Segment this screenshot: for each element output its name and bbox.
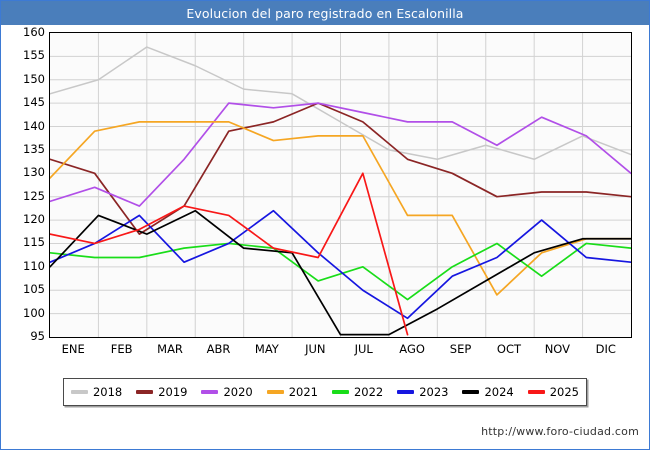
source-url: http://www.foro-ciudad.com <box>481 425 639 438</box>
series-line-2022 <box>50 242 631 301</box>
series-line-2019 <box>50 102 631 235</box>
legend-item-2020[interactable]: 2020 <box>201 385 253 399</box>
x-tick-label: AGO <box>399 342 425 356</box>
x-tick-label: ENE <box>61 342 85 356</box>
legend-label: 2021 <box>288 385 319 399</box>
y-tick-label: 145 <box>23 95 45 110</box>
y-tick-label: 150 <box>23 71 45 86</box>
series-line-2025 <box>50 172 409 336</box>
y-tick-label: 110 <box>23 258 45 273</box>
legend-swatch-icon <box>462 390 480 394</box>
legend-label: 2025 <box>549 385 580 399</box>
legend-swatch-icon <box>527 390 545 394</box>
y-tick-label: 95 <box>30 329 45 343</box>
x-tick-label: JUL <box>354 342 373 356</box>
y-tick-label: 100 <box>23 305 45 320</box>
legend-item-2019[interactable]: 2019 <box>136 385 188 399</box>
series-line-2021 <box>50 121 631 296</box>
x-tick-label: MAY <box>254 342 279 356</box>
y-tick-label: 125 <box>23 188 45 203</box>
y-tick-label: 120 <box>23 212 45 227</box>
series-line-2023 <box>50 209 631 320</box>
x-tick-label: MAR <box>157 342 183 356</box>
legend-item-2025[interactable]: 2025 <box>527 385 580 399</box>
legend-label: 2019 <box>158 385 188 399</box>
series-line-2018 <box>50 46 631 161</box>
legend-label: 2020 <box>223 385 253 399</box>
y-tick-label: 160 <box>23 25 45 39</box>
x-tick-label: OCT <box>496 342 521 356</box>
legend-item-2023[interactable]: 2023 <box>397 385 449 399</box>
y-tick-label: 140 <box>23 118 45 133</box>
legend-item-2024[interactable]: 2024 <box>462 385 514 399</box>
x-tick-label: ABR <box>206 342 231 356</box>
x-tick-label: SEP <box>449 342 472 356</box>
series-line-2020 <box>50 102 631 207</box>
x-tick-label: JUN <box>305 342 326 356</box>
legend-label: 2024 <box>484 385 514 399</box>
legend-label: 2023 <box>419 385 449 399</box>
legend-item-2021[interactable]: 2021 <box>266 385 319 399</box>
plot-area <box>49 32 632 338</box>
chart-series-lines <box>50 46 631 336</box>
legend-item-2022[interactable]: 2022 <box>331 385 384 399</box>
legend-swatch-icon <box>70 390 88 394</box>
legend-swatch-icon <box>201 390 219 394</box>
y-tick-label: 105 <box>23 282 45 297</box>
legend-label: 2022 <box>353 385 384 399</box>
series-line-2024 <box>50 209 631 336</box>
y-tick-label: 115 <box>23 235 45 250</box>
chart-legend: 2018 2019 2020 2021 2022 2023 2024 2025 <box>63 378 587 406</box>
legend-swatch-icon <box>136 390 154 394</box>
x-tick-label: NOV <box>544 342 571 356</box>
legend-swatch-icon <box>331 390 349 394</box>
page-title: Evolucion del paro registrado en Escalon… <box>186 5 464 21</box>
chart-gridlines <box>50 33 631 337</box>
y-axis: 160 155 150 145 140 135 130 125 120 115 110 105 100 9… <box>1 1 45 451</box>
window-title-bar: Evolucion del paro registrado en Escalon… <box>1 1 649 25</box>
legend-label: 2018 <box>92 385 123 399</box>
legend-swatch-icon <box>397 390 415 394</box>
legend-swatch-icon <box>266 390 284 394</box>
y-tick-label: 135 <box>23 141 45 156</box>
y-tick-label: 155 <box>23 48 45 63</box>
x-tick-label: FEB <box>110 342 133 356</box>
x-tick-label: DIC <box>595 342 616 356</box>
y-tick-label: 130 <box>23 165 45 180</box>
legend-item-2018[interactable]: 2018 <box>70 385 123 399</box>
